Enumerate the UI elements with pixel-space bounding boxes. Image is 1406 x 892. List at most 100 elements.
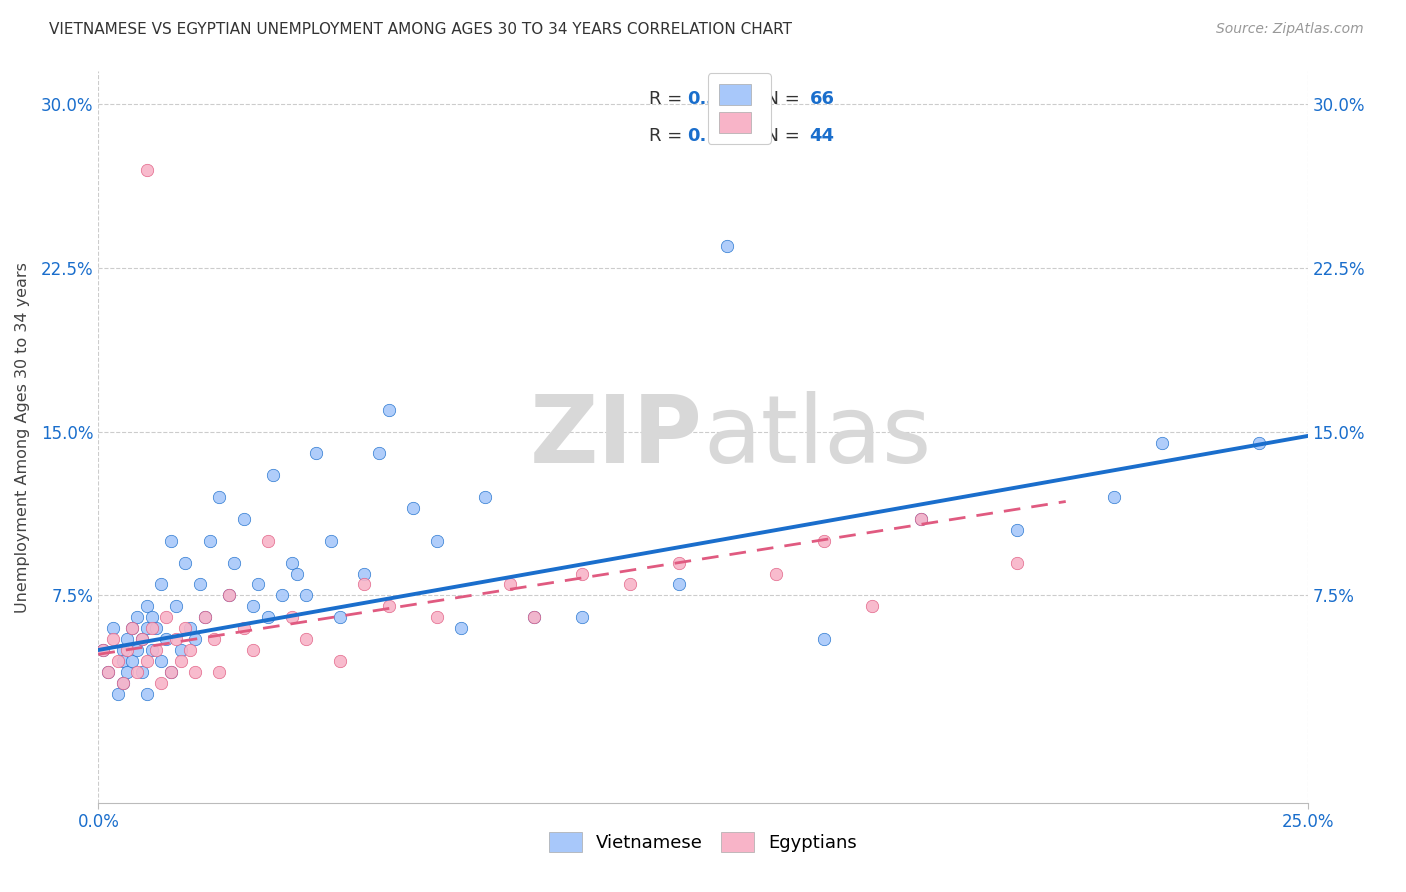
Point <box>160 665 183 679</box>
Point <box>117 665 139 679</box>
Point <box>107 687 129 701</box>
Point <box>135 654 157 668</box>
Point <box>571 610 593 624</box>
Point <box>329 610 352 624</box>
Point <box>813 632 835 646</box>
Point <box>1007 523 1029 537</box>
Text: 66: 66 <box>810 90 834 108</box>
Point <box>426 533 449 548</box>
Point <box>121 621 143 635</box>
Point <box>194 610 217 624</box>
Point <box>450 621 472 635</box>
Point <box>377 402 399 417</box>
Text: 44: 44 <box>810 127 834 145</box>
Text: N =: N = <box>754 90 806 108</box>
Point <box>91 643 114 657</box>
Point <box>242 643 264 657</box>
Point <box>281 556 304 570</box>
Point <box>498 577 520 591</box>
Point <box>135 599 157 614</box>
Point <box>523 610 546 624</box>
Point <box>150 675 173 690</box>
Point <box>910 512 932 526</box>
Point <box>174 556 197 570</box>
Point <box>135 687 157 701</box>
Point <box>668 556 690 570</box>
Point <box>135 162 157 177</box>
Text: R =: R = <box>648 90 688 108</box>
Point <box>571 566 593 581</box>
Point <box>305 446 328 460</box>
Point <box>111 643 134 657</box>
Point <box>131 632 153 646</box>
Point <box>160 533 183 548</box>
Point <box>262 468 284 483</box>
Point <box>141 610 163 624</box>
Point <box>169 654 191 668</box>
Text: atlas: atlas <box>703 391 931 483</box>
Point <box>117 632 139 646</box>
Point <box>619 577 641 591</box>
Point <box>179 621 201 635</box>
Point <box>256 610 278 624</box>
Point <box>150 654 173 668</box>
Point <box>127 610 149 624</box>
Text: VIETNAMESE VS EGYPTIAN UNEMPLOYMENT AMONG AGES 30 TO 34 YEARS CORRELATION CHART: VIETNAMESE VS EGYPTIAN UNEMPLOYMENT AMON… <box>49 22 792 37</box>
Point <box>295 588 318 602</box>
Point <box>208 490 231 504</box>
Point <box>319 533 342 548</box>
Point <box>131 632 153 646</box>
Point <box>97 665 120 679</box>
Point <box>910 512 932 526</box>
Point <box>668 577 690 591</box>
Point <box>765 566 787 581</box>
Y-axis label: Unemployment Among Ages 30 to 34 years: Unemployment Among Ages 30 to 34 years <box>15 261 30 613</box>
Point <box>218 588 240 602</box>
Point <box>285 566 308 581</box>
Point <box>402 501 425 516</box>
Text: R =: R = <box>648 127 688 145</box>
Legend: Vietnamese, Egyptians: Vietnamese, Egyptians <box>541 824 865 860</box>
Point <box>353 577 375 591</box>
Point <box>141 643 163 657</box>
Point <box>184 632 207 646</box>
Point <box>174 621 197 635</box>
Point <box>222 556 245 570</box>
Point <box>165 599 187 614</box>
Point <box>101 632 124 646</box>
Point <box>523 610 546 624</box>
Point <box>131 665 153 679</box>
Point <box>127 643 149 657</box>
Point <box>135 621 157 635</box>
Point <box>1102 490 1125 504</box>
Text: ZIP: ZIP <box>530 391 703 483</box>
Point <box>155 610 177 624</box>
Point <box>165 632 187 646</box>
Point <box>155 632 177 646</box>
Point <box>184 665 207 679</box>
Point <box>242 599 264 614</box>
Point <box>107 654 129 668</box>
Point <box>179 643 201 657</box>
Text: 0.122: 0.122 <box>688 127 744 145</box>
Point <box>121 621 143 635</box>
Point <box>101 621 124 635</box>
Point <box>111 675 134 690</box>
Point <box>188 577 211 591</box>
Point <box>169 643 191 657</box>
Point <box>145 621 167 635</box>
Point <box>256 533 278 548</box>
Point <box>141 621 163 635</box>
Text: Source: ZipAtlas.com: Source: ZipAtlas.com <box>1216 22 1364 37</box>
Point <box>91 643 114 657</box>
Point <box>426 610 449 624</box>
Point <box>97 665 120 679</box>
Point <box>329 654 352 668</box>
Point <box>1007 556 1029 570</box>
Point <box>474 490 496 504</box>
Point <box>813 533 835 548</box>
Point <box>295 632 318 646</box>
Point <box>716 239 738 253</box>
Point <box>121 654 143 668</box>
Point <box>281 610 304 624</box>
